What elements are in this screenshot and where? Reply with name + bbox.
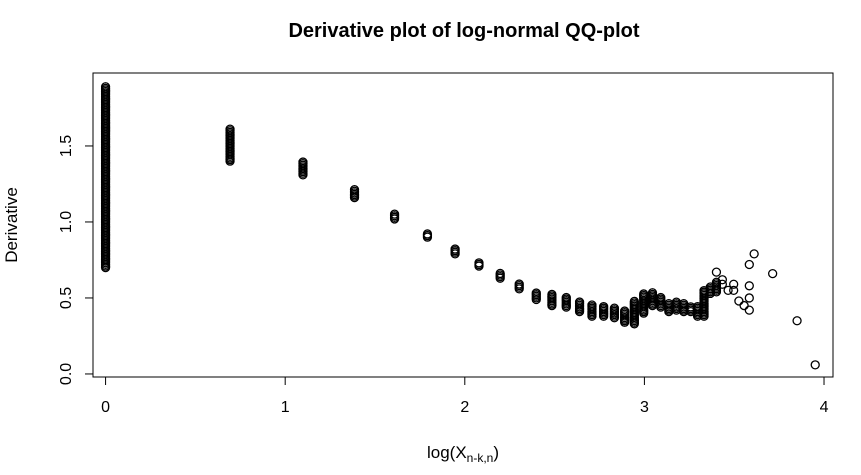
x-tick-label: 2 [460,399,469,416]
x-tick-label: 3 [640,399,649,416]
data-point [711,277,722,287]
data-point [744,259,754,270]
y-tick-label: 0.0 [58,363,75,385]
y-tick-label: 0.5 [58,287,75,309]
data-point [450,244,460,254]
data-point [561,292,571,303]
data-point [349,184,360,195]
data-point [100,82,111,92]
data-point [729,285,739,296]
data-point [723,285,733,296]
data-point [609,303,620,313]
data-point [744,305,754,315]
data-point [768,268,778,279]
x-axis-label: log(Xn-k,n) [427,443,499,465]
plot-frame [92,72,834,378]
data-point [711,267,722,277]
data-point [620,306,630,316]
y-axis-label: Derivative [2,187,21,263]
data-point [639,289,649,299]
data-point [744,281,754,291]
data-point [792,316,802,326]
data-point [717,275,728,285]
y-tick-label: 1.0 [58,211,75,233]
data-point [744,293,754,303]
data-points [100,82,820,370]
data-point [749,249,759,259]
data-point [514,279,524,289]
data-point [587,300,597,310]
data-point [810,360,820,370]
data-point [474,258,484,268]
data-point [656,292,666,303]
chart-title: Derivative plot of log-normal QQ-plot [288,20,639,42]
data-point [734,296,744,306]
data-point [574,297,585,307]
data-point [531,288,541,298]
data-point [495,268,505,279]
x-axis: 0 1 2 3 4 [101,376,829,416]
data-point [717,279,728,289]
data-point [739,300,749,311]
x-tick-label: 4 [820,399,829,416]
data-point [647,288,658,298]
x-tick-label: 0 [101,399,110,416]
data-point [629,296,639,307]
data-point [389,209,400,219]
y-axis: 0.0 0.5 1.0 1.5 [58,135,94,385]
data-point [598,301,609,312]
data-point [422,229,433,239]
data-point [225,124,235,134]
data-point [298,157,308,167]
y-tick-label: 1.5 [58,135,75,157]
data-point [729,279,739,289]
x-tick-label: 1 [281,399,290,416]
data-point [547,289,557,300]
